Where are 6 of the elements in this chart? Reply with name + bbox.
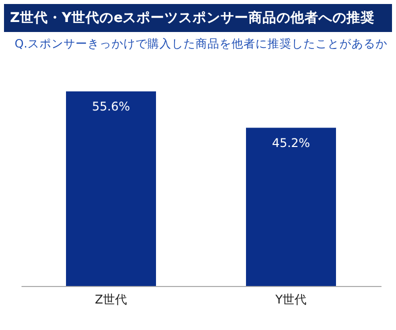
x-tick-label: Z世代: [94, 292, 128, 306]
x-tick-label: Y世代: [274, 292, 307, 306]
chart-subtitle: Q.スポンサーきっかけで購入した商品を他者に推奨したことがあるか: [14, 36, 388, 50]
chart-title: Z世代・Y世代のeスポーツスポンサー商品の他者への推奨: [4, 4, 392, 32]
data-label: 45.2%: [272, 136, 310, 150]
data-label: 55.6%: [92, 99, 130, 114]
